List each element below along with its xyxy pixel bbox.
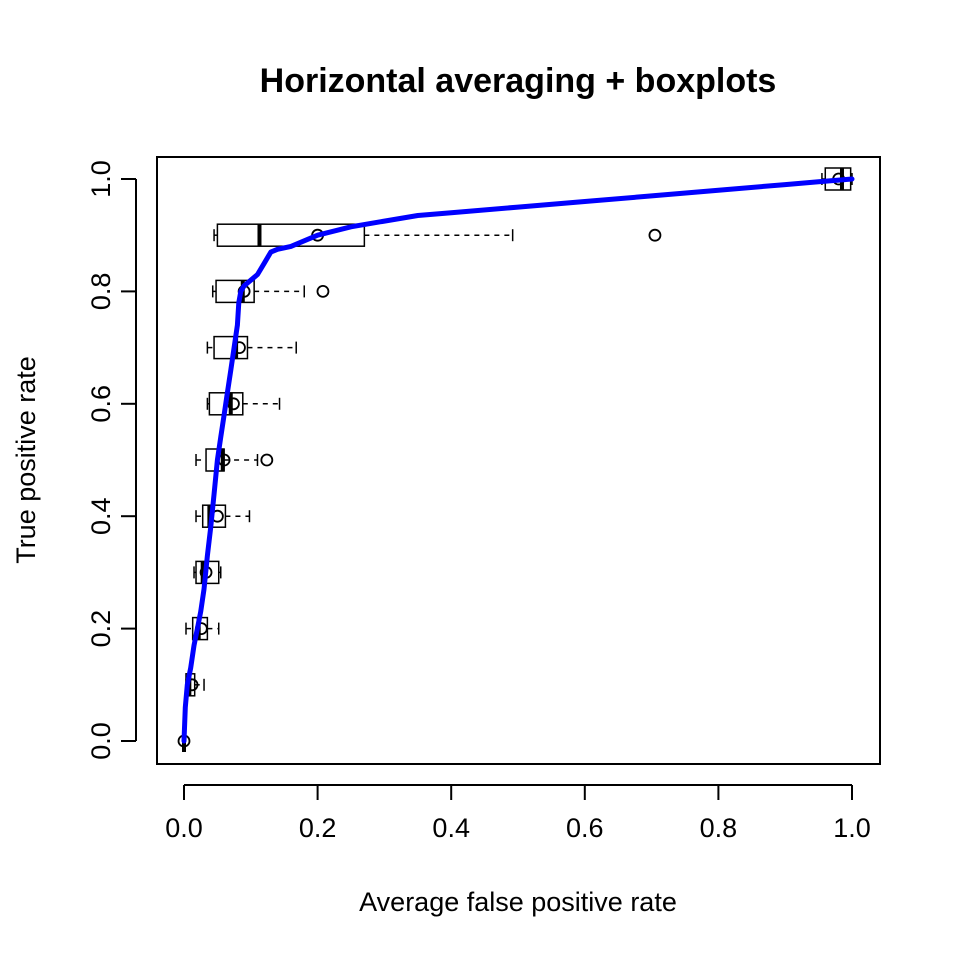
curve-layer (181, 176, 855, 744)
y-tick-label-3: 0.6 (86, 385, 116, 423)
y-tick-label-5: 1.0 (86, 160, 116, 198)
x-tick-label-2: 0.4 (432, 813, 470, 843)
boxplot-8 (211, 279, 330, 304)
outlier-0 (316, 284, 330, 298)
y-tick-label-4: 0.8 (86, 273, 116, 311)
y-tick-label-2: 0.4 (86, 497, 116, 535)
y-tick-label-0: 0.0 (86, 722, 116, 760)
boxplot-4 (195, 504, 251, 528)
x-axis-label: Average false positive rate (359, 887, 677, 917)
boxplot-6 (206, 392, 281, 416)
boxplot-layer (177, 167, 853, 752)
outlier-0 (260, 453, 274, 467)
x-tick-label-0: 0.0 (165, 813, 203, 843)
y-axis: 0.0 0.2 0.4 0.6 0.8 1.0 (86, 160, 137, 760)
x-axis: 0.0 0.2 0.4 0.6 0.8 1.0 (165, 784, 871, 843)
chart-title: Horizontal averaging + boxplots (260, 62, 777, 100)
boxplot-2 (185, 616, 220, 641)
y-tick-label-1: 0.2 (86, 610, 116, 648)
x-tick-label-5: 1.0 (833, 813, 871, 843)
outlier-0 (648, 228, 662, 242)
x-tick-label-1: 0.2 (299, 813, 337, 843)
x-tick-label-3: 0.6 (566, 813, 604, 843)
plot-frame (156, 156, 881, 765)
average-roc-curve (181, 176, 855, 744)
y-axis-label: True positive rate (11, 356, 41, 564)
x-tick-label-4: 0.8 (700, 813, 738, 843)
boxplot-5 (195, 448, 274, 472)
boxplot-9 (213, 223, 662, 247)
boxplot-7 (206, 335, 297, 360)
box (215, 279, 255, 304)
